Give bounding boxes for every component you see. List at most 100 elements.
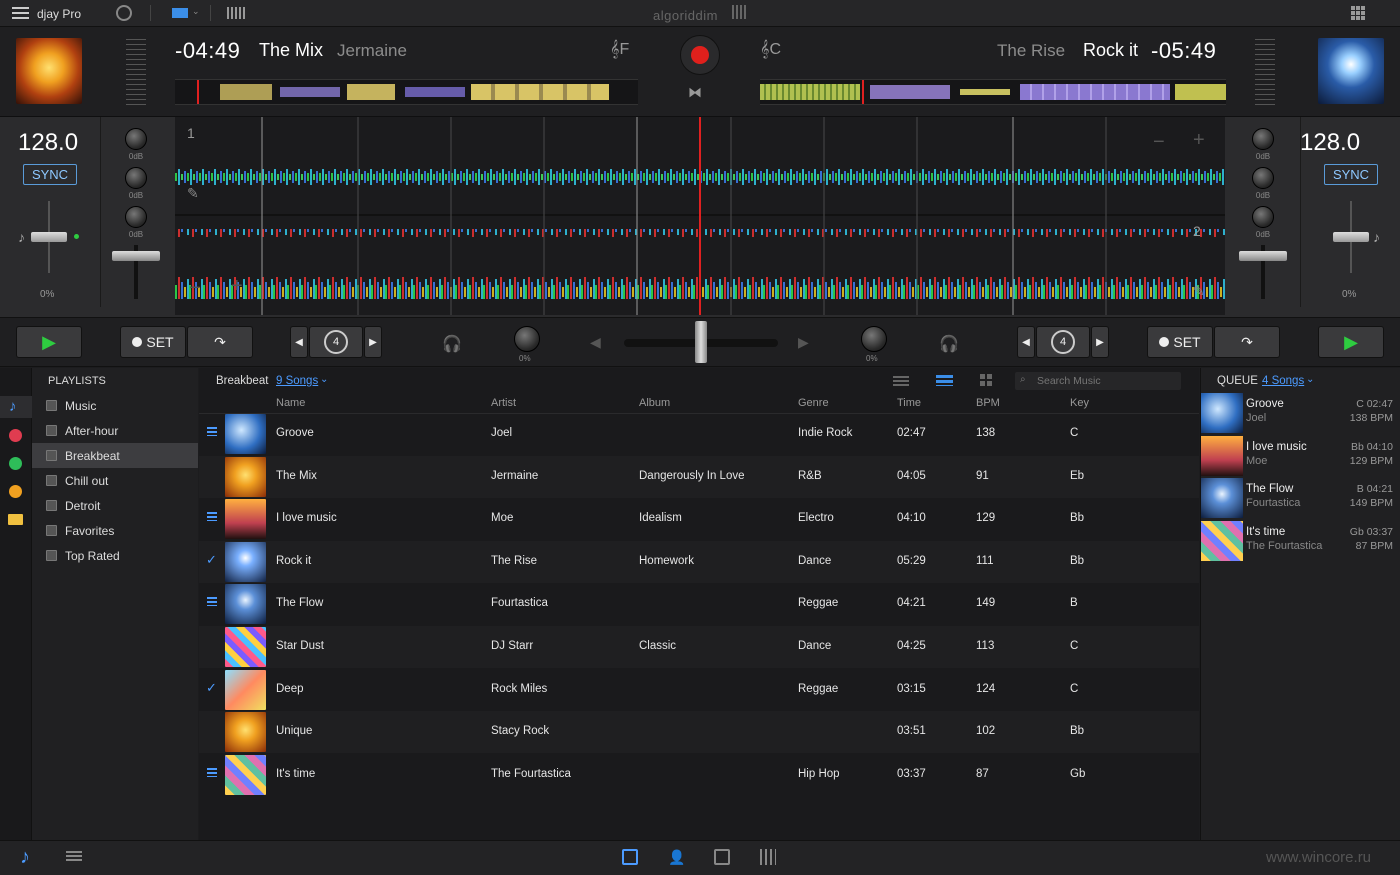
table-row[interactable]: ✓ Deep Rock Miles Reggae 03:15 124 C bbox=[199, 669, 1199, 711]
layout-icon[interactable] bbox=[172, 8, 188, 18]
table-row[interactable]: ✓ Rock it The Rise Homework Dance 05:29 111 Bb bbox=[199, 540, 1199, 583]
search-box[interactable]: ⌕ bbox=[1015, 372, 1181, 390]
right-headphones-icon[interactable]: 🎧 bbox=[939, 336, 959, 353]
left-loop-next-button[interactable]: ▶ bbox=[364, 326, 382, 358]
queue-item[interactable]: I love music Moe Bb 04:10 129 BPM bbox=[1201, 435, 1400, 477]
sync-status-icon[interactable] bbox=[116, 5, 132, 21]
song-count-link[interactable]: 9 Songs bbox=[276, 375, 319, 387]
spotify-icon[interactable] bbox=[9, 457, 22, 470]
edit-pencil-icon[interactable]: ✎ bbox=[1193, 283, 1205, 299]
right-bpm[interactable]: 128.0 bbox=[1300, 129, 1361, 156]
queue-count-link[interactable]: 4 Songs bbox=[1262, 375, 1305, 387]
left-eq-low-knob[interactable] bbox=[125, 206, 147, 228]
crossfader-left-icon[interactable]: ◀ bbox=[590, 334, 601, 350]
left-deck-artwork[interactable] bbox=[16, 38, 82, 104]
left-eq-mid-knob[interactable] bbox=[125, 167, 147, 189]
right-sync-button[interactable]: SYNC bbox=[1324, 164, 1378, 185]
col-name[interactable]: Name bbox=[276, 397, 306, 409]
grid-icon[interactable] bbox=[1351, 6, 1365, 20]
left-overview-waveform[interactable] bbox=[175, 79, 638, 105]
menu-icon[interactable] bbox=[12, 7, 29, 19]
right-pitch-slider[interactable] bbox=[1333, 232, 1369, 242]
playlist-item-detroit[interactable]: Detroit bbox=[32, 493, 198, 518]
search-input[interactable] bbox=[1037, 373, 1175, 388]
right-loop-next-button[interactable]: ▶ bbox=[1091, 326, 1109, 358]
folder-icon[interactable] bbox=[8, 514, 23, 525]
left-loop-prev-button[interactable]: ◀ bbox=[290, 326, 308, 358]
sampler-icon[interactable] bbox=[714, 849, 730, 865]
playlist-item-chill-out[interactable]: Chill out bbox=[32, 468, 198, 493]
table-row[interactable]: It's time The Fourtastica Hip Hop 03:37 87 Gb bbox=[199, 754, 1199, 796]
table-row[interactable]: The Mix Jermaine Dangerously In Love R&B 04:… bbox=[199, 455, 1199, 498]
right-filter-knob[interactable] bbox=[861, 326, 887, 352]
right-skip-button[interactable]: ↷ bbox=[1214, 326, 1280, 358]
left-bpm[interactable]: 128.0 bbox=[18, 129, 79, 156]
right-key[interactable]: 𝄞C bbox=[760, 41, 781, 59]
playlist-item-after-hour[interactable]: After-hour bbox=[32, 418, 198, 443]
queue-item[interactable]: The Flow Fourtastica B 04:21 149 BPM bbox=[1201, 477, 1400, 519]
music-library-icon[interactable]: ♪ bbox=[9, 398, 17, 415]
col-genre[interactable]: Genre bbox=[798, 397, 829, 409]
table-row[interactable]: Groove Joel Indie Rock 02:47 138 C bbox=[199, 413, 1199, 455]
zoom-out-icon[interactable]: − bbox=[1153, 131, 1165, 153]
edit-pencil-icon[interactable]: ✎ bbox=[187, 185, 199, 201]
left-play-button[interactable]: ▶ bbox=[16, 326, 82, 358]
chevron-down-icon[interactable]: ⌄ bbox=[1306, 374, 1315, 385]
right-eq-mid-knob[interactable] bbox=[1252, 167, 1274, 189]
left-key[interactable]: 𝄞F bbox=[610, 41, 629, 59]
left-cue-set-button[interactable]: SET bbox=[120, 326, 186, 358]
crossfader-handle[interactable] bbox=[695, 321, 707, 363]
right-cue-set-button[interactable]: SET bbox=[1147, 326, 1213, 358]
playlist-view-icon[interactable] bbox=[66, 851, 82, 863]
right-play-button[interactable]: ▶ bbox=[1318, 326, 1384, 358]
left-loop-button[interactable]: 4 bbox=[309, 326, 363, 358]
playlist-item-music[interactable]: Music bbox=[32, 393, 198, 418]
chevron-down-icon[interactable]: ⌄ bbox=[320, 374, 329, 385]
right-deck-artwork[interactable] bbox=[1318, 38, 1384, 104]
right-loop-button[interactable]: 4 bbox=[1036, 326, 1090, 358]
music-note-icon[interactable]: ♪ bbox=[20, 846, 30, 868]
list-view-icon[interactable] bbox=[893, 376, 909, 386]
col-key[interactable]: Key bbox=[1070, 397, 1089, 409]
zoom-out-icon[interactable]: − bbox=[189, 277, 201, 299]
mixer-view-icon[interactable] bbox=[227, 7, 245, 19]
library-tab-icon[interactable] bbox=[622, 849, 638, 865]
left-headphones-icon[interactable]: 🎧 bbox=[442, 336, 462, 353]
queue-item[interactable]: Groove Joel C 02:47 138 BPM bbox=[1201, 392, 1400, 434]
playlist-item-top-rated[interactable]: Top Rated bbox=[32, 543, 198, 568]
right-eq-high-knob[interactable] bbox=[1252, 128, 1274, 150]
playlist-item-favorites[interactable]: Favorites bbox=[32, 518, 198, 543]
right-volume-fader[interactable] bbox=[1239, 251, 1287, 261]
users-icon[interactable]: 👤 bbox=[668, 849, 686, 865]
left-pitch-slider[interactable] bbox=[31, 232, 67, 242]
swap-decks-icon[interactable]: ⧓ bbox=[688, 84, 702, 100]
col-time[interactable]: Time bbox=[897, 397, 922, 409]
left-skip-button[interactable]: ↷ bbox=[187, 326, 253, 358]
left-beat-page[interactable]: 1 bbox=[187, 125, 195, 141]
table-row[interactable]: I love music Moe Idealism Electro 04:10 129 Bb bbox=[199, 498, 1199, 540]
itunes-icon[interactable] bbox=[9, 429, 22, 442]
col-artist[interactable]: Artist bbox=[491, 397, 517, 409]
record-button[interactable] bbox=[680, 35, 720, 75]
table-row[interactable]: Unique Stacy Rock 03:51 102 Bb bbox=[199, 711, 1199, 754]
grid-view-icon[interactable] bbox=[980, 374, 992, 386]
detail-list-view-icon[interactable] bbox=[936, 375, 953, 386]
table-row[interactable]: Star Dust DJ Starr Classic Dance 04:25 113 C bbox=[199, 626, 1199, 668]
history-icon[interactable] bbox=[9, 485, 22, 498]
right-overview-waveform[interactable] bbox=[760, 79, 1226, 105]
left-volume-fader[interactable] bbox=[112, 251, 160, 261]
crossfader-right-icon[interactable]: ▶ bbox=[798, 334, 809, 350]
queue-item[interactable]: It's time The Fourtastica Gb 03:37 87 BPM bbox=[1201, 520, 1400, 562]
chevron-down-icon[interactable]: ⌄ bbox=[192, 6, 200, 16]
right-eq-low-knob[interactable] bbox=[1252, 206, 1274, 228]
left-sync-button[interactable]: SYNC bbox=[23, 164, 77, 185]
fx-icon[interactable] bbox=[760, 849, 776, 865]
playlist-item-breakbeat[interactable]: Breakbeat bbox=[32, 443, 198, 468]
left-filter-knob[interactable] bbox=[514, 326, 540, 352]
waveform-display[interactable]: 1 ✎ − + 2 − + ✎ bbox=[175, 117, 1225, 315]
right-loop-prev-button[interactable]: ◀ bbox=[1017, 326, 1035, 358]
col-album[interactable]: Album bbox=[639, 397, 671, 409]
left-eq-high-knob[interactable] bbox=[125, 128, 147, 150]
table-row[interactable]: The Flow Fourtastica Reggae 04:21 149 B bbox=[199, 583, 1199, 625]
right-beat-page[interactable]: 2 bbox=[1193, 223, 1201, 239]
